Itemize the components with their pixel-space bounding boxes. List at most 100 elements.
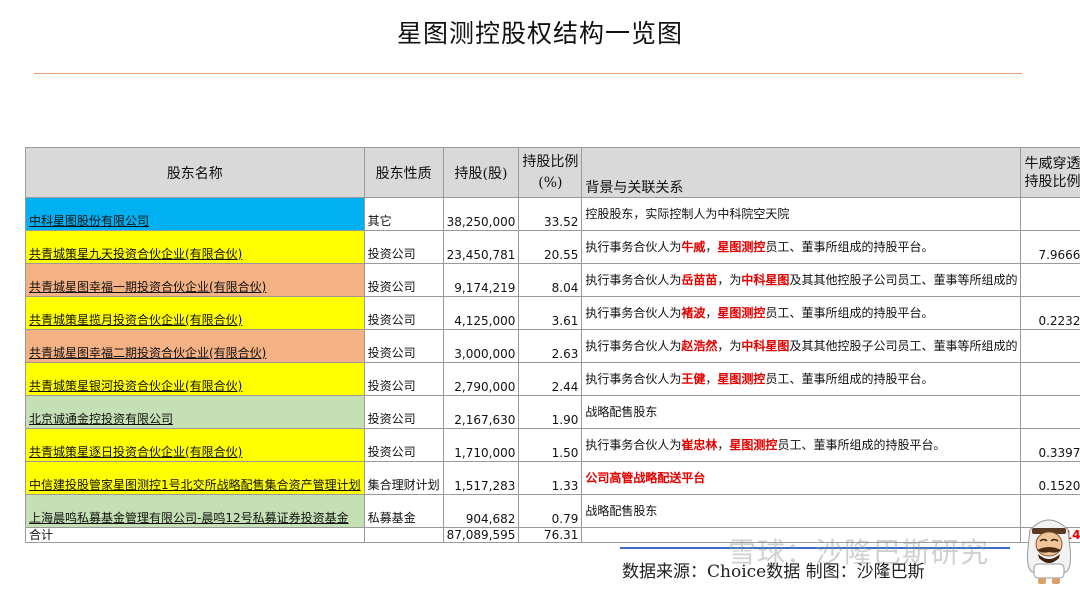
- background-text: ，为: [717, 338, 742, 353]
- header-background: 背景与关联关系: [581, 147, 1022, 198]
- background-text: 及其其他控股子公司员工、董事等所组成的: [789, 338, 1018, 353]
- shares-held: 2,790,000: [442, 362, 520, 396]
- background-relation: 执行事务合伙人为岳苗苗，为中科星图及其其他控股子公司员工、董事等所组成的: [581, 263, 1022, 297]
- highlighted-text: 岳苗苗: [681, 272, 718, 287]
- background-relation: 战略配售股东: [581, 395, 1022, 429]
- highlighted-text: 牛威: [681, 239, 706, 254]
- shares-held: 9,174,219: [442, 263, 520, 297]
- shareholder-name: 共青城策星揽月投资合伙企业(有限合伙): [25, 296, 365, 330]
- shareholder-name: 中信建投股管家星图测控1号北交所战略配售集合资产管理计划: [25, 461, 365, 495]
- total-pct: 76.31: [518, 527, 583, 543]
- niuwei-percent: 0.3397: [1020, 428, 1080, 462]
- shareholder-nature: 投资公司: [363, 263, 444, 297]
- shares-held: 23,450,781: [442, 230, 520, 264]
- background-relation: 执行事务合伙人为牛威，星图测控员工、董事所组成的持股平台。: [581, 230, 1022, 264]
- background-text: 战略配售股东: [585, 503, 658, 518]
- table-row: 共青城策星银河投资合伙企业(有限合伙) 投资公司 2,790,000 2.44 执行事务…: [25, 362, 1080, 396]
- background-text: ，为: [717, 272, 742, 287]
- background-text: 战略配售股东: [585, 404, 658, 419]
- share-percent: 1.90: [518, 395, 583, 429]
- highlighted-text: 星图测控: [717, 305, 766, 320]
- shareholder-nature: 投资公司: [363, 296, 444, 330]
- watermark: 雪球：沙隆巴斯研究: [728, 536, 990, 569]
- highlighted-text: 中科星图: [741, 272, 790, 287]
- shareholder-nature: 投资公司: [363, 428, 444, 462]
- shareholder-nature: 投资公司: [363, 362, 444, 396]
- background-text: 员工、董事所组成的持股平台。: [765, 305, 934, 320]
- niuwei-percent: [1020, 329, 1080, 363]
- total-nature-empty: [363, 527, 444, 543]
- highlighted-text: 王健: [681, 371, 706, 386]
- background-text: 执行事务合伙人为: [585, 239, 682, 254]
- niuwei-percent: 0.2232: [1020, 296, 1080, 330]
- background-relation: 公司高管战略配送平台: [581, 461, 1022, 495]
- share-percent: 2.63: [518, 329, 583, 363]
- highlighted-text: 崔忠林: [681, 437, 718, 452]
- header-name: 股东名称: [25, 147, 365, 198]
- background-text: 员工、董事所组成的持股平台。: [777, 437, 946, 452]
- shareholder-name: 共青城策星银河投资合伙企业(有限合伙): [25, 362, 365, 396]
- table-row: 中信建投股管家星图测控1号北交所战略配售集合资产管理计划 集合理财计划 1,517,…: [25, 461, 1080, 495]
- share-percent: 2.44: [518, 362, 583, 396]
- table-row: 上海晨鸣私募基金管理有限公司-晨鸣12号私募证券投资基金 私募基金 904,682 0…: [25, 494, 1080, 528]
- highlighted-text: 星图测控: [717, 371, 766, 386]
- shareholder-name: 上海晨鸣私募基金管理有限公司-晨鸣12号私募证券投资基金: [25, 494, 365, 528]
- niuwei-percent: [1020, 362, 1080, 396]
- background-relation: 控股股东，实际控制人为中科院空天院: [581, 197, 1022, 231]
- footer-divider: [620, 547, 1010, 549]
- title-divider: [34, 73, 1022, 74]
- table-header-row: 股东名称 股东性质 持股(股) 持股比例 (%) 背景与关联关系 牛威穿透 持股…: [25, 147, 1080, 198]
- shareholder-nature: 其它: [363, 197, 444, 231]
- background-text: 控股股东，实际控制人为中科院空天院: [585, 206, 790, 221]
- share-percent: 1.50: [518, 428, 583, 462]
- background-relation: 战略配售股东: [581, 494, 1022, 528]
- niuwei-percent: [1020, 197, 1080, 231]
- background-relation: 执行事务合伙人为崔忠林，星图测控员工、董事所组成的持股平台。: [581, 428, 1022, 462]
- table-row: 共青城策星揽月投资合伙企业(有限合伙) 投资公司 4,125,000 3.61 执行事务…: [25, 296, 1080, 330]
- header-nature: 股东性质: [363, 147, 444, 198]
- shareholder-name: 中科星图股份有限公司: [25, 197, 365, 231]
- shareholder-name: 共青城星图幸福二期投资合伙企业(有限合伙): [25, 329, 365, 363]
- mascot-icon: [1027, 519, 1071, 584]
- header-pct-line1: 持股比例: [522, 153, 579, 170]
- total-shares: 87,089,595: [442, 527, 520, 543]
- table-row: 共青城策星九天投资合伙企业(有限合伙) 投资公司 23,450,781 20.55 执行…: [25, 230, 1080, 264]
- shareholder-nature: 私募基金: [363, 494, 444, 528]
- data-source-caption: 数据来源：Choice数据 制图：沙隆巴斯: [622, 562, 925, 582]
- table-row: 共青城策星逐日投资合伙企业(有限合伙) 投资公司 1,710,000 1.50 执行事务…: [25, 428, 1080, 462]
- niuwei-percent: 0.1520: [1020, 461, 1080, 495]
- header-niuwei: 牛威穿透 持股比例: [1020, 147, 1080, 198]
- shares-held: 2,167,630: [442, 395, 520, 429]
- background-text: ，: [705, 239, 718, 254]
- total-label: 合计: [25, 527, 365, 543]
- background-text: 执行事务合伙人为: [585, 272, 682, 287]
- shareholder-name: 共青城策星逐日投资合伙企业(有限合伙): [25, 428, 365, 462]
- shareholder-nature: 投资公司: [363, 395, 444, 429]
- background-text: 及其其他控股子公司员工、董事等所组成的: [789, 272, 1018, 287]
- niuwei-percent: [1020, 263, 1080, 297]
- shareholder-nature: 集合理财计划: [363, 461, 444, 495]
- table-row: 共青城星图幸福二期投资合伙企业(有限合伙) 投资公司 3,000,000 2.63 执行…: [25, 329, 1080, 363]
- share-percent: 3.61: [518, 296, 583, 330]
- header-niuwei-line1: 牛威穿透: [1024, 155, 1080, 172]
- header-shares: 持股(股): [442, 147, 520, 198]
- shares-held: 3,000,000: [442, 329, 520, 363]
- background-relation: 执行事务合伙人为褚波，星图测控员工、董事所组成的持股平台。: [581, 296, 1022, 330]
- header-pct-line2: (%): [538, 174, 563, 191]
- background-text: ，: [705, 305, 718, 320]
- shareholder-table: 股东名称 股东性质 持股(股) 持股比例 (%) 背景与关联关系 牛威穿透 持股…: [25, 147, 1080, 543]
- highlighted-text: 褚波: [681, 305, 706, 320]
- shares-held: 4,125,000: [442, 296, 520, 330]
- highlighted-text: 赵浩然: [681, 338, 718, 353]
- shares-held: 1,517,283: [442, 461, 520, 495]
- share-percent: 20.55: [518, 230, 583, 264]
- niuwei-percent: 7.9666: [1020, 230, 1080, 264]
- header-pct: 持股比例 (%): [518, 147, 583, 198]
- shareholder-name: 共青城星图幸福一期投资合伙企业(有限合伙): [25, 263, 365, 297]
- highlighted-text: 星图测控: [717, 239, 766, 254]
- background-text: 执行事务合伙人为: [585, 338, 682, 353]
- table-row: 中科星图股份有限公司 其它 38,250,000 33.52 控股股东，实际控制人为中科…: [25, 197, 1080, 231]
- shareholder-name: 北京诚通金控投资有限公司: [25, 395, 365, 429]
- shares-held: 38,250,000: [442, 197, 520, 231]
